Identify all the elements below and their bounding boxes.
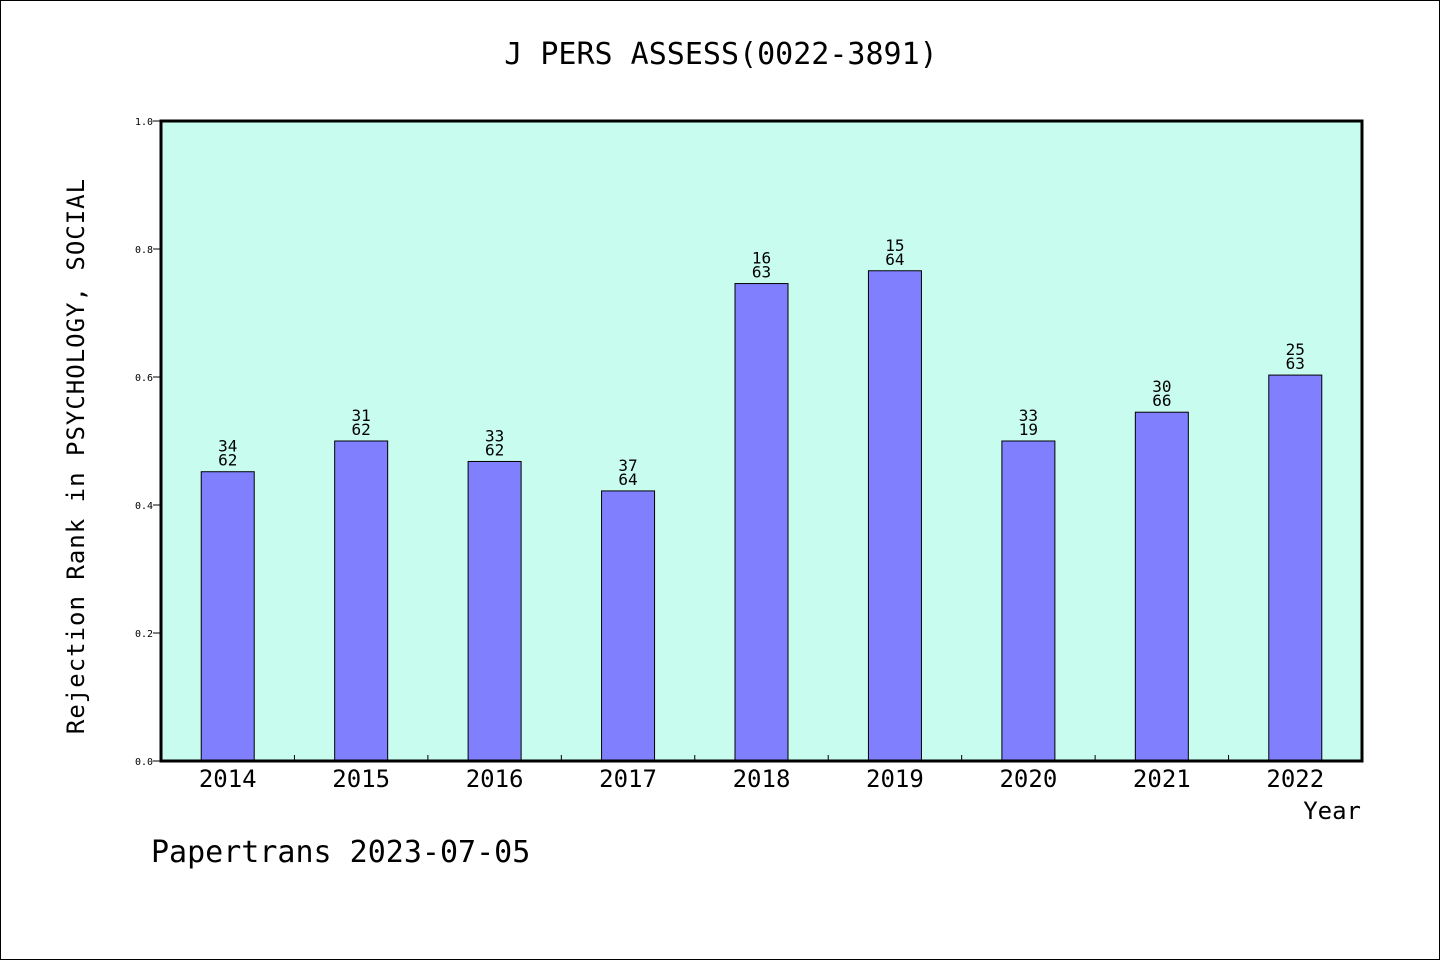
plot-frame	[159, 119, 1364, 763]
footer-credit: Papertrans 2023-07-05	[151, 835, 531, 870]
bar-label-bottom: 64	[885, 250, 904, 269]
x-tick-label: 2021	[1133, 765, 1191, 793]
bar-label-bottom: 62	[485, 440, 504, 459]
bar-label-top: 16	[752, 249, 771, 268]
bar-label-bottom: 63	[752, 263, 771, 282]
x-tick-label: 2018	[733, 765, 791, 793]
bar-label-bottom: 62	[218, 451, 237, 470]
bar-label-top: 31	[352, 406, 371, 425]
y-tick-label: 0.0	[135, 757, 153, 768]
bar	[867, 270, 922, 762]
x-tick-label: 2016	[466, 765, 524, 793]
bar-label-bottom: 19	[1019, 420, 1038, 439]
bar-label-bottom: 63	[1286, 354, 1305, 373]
chart-title: J PERS ASSESS(0022-3891)	[504, 37, 938, 72]
bar	[601, 490, 656, 762]
bar	[734, 283, 789, 762]
y-tick-label: 0.2	[135, 629, 153, 640]
x-axis-label: Year	[1303, 797, 1361, 825]
y-tick-label: 0.6	[135, 373, 153, 384]
y-tick-label: 1.0	[135, 117, 153, 128]
bar-label-bottom: 66	[1152, 391, 1171, 410]
bar-label-bottom: 62	[352, 420, 371, 439]
bar	[467, 460, 522, 762]
bar-label-top: 33	[485, 426, 504, 445]
bar-label-top: 30	[1152, 377, 1171, 396]
bar-label-top: 37	[618, 456, 637, 475]
bar	[1268, 374, 1323, 762]
bar-label-top: 34	[218, 437, 237, 456]
x-tick-label: 2017	[599, 765, 657, 793]
x-tick-label: 2014	[199, 765, 257, 793]
bar	[1134, 411, 1189, 762]
y-tick-label: 0.4	[135, 501, 153, 512]
x-tick-label: 2015	[332, 765, 390, 793]
bar-label-top: 25	[1286, 340, 1305, 359]
bar-label-top: 33	[1019, 406, 1038, 425]
x-tick-label: 2020	[999, 765, 1057, 793]
y-tick-label: 0.8	[135, 245, 153, 256]
bar-label-bottom: 64	[618, 470, 637, 489]
bar-label-top: 15	[885, 236, 904, 255]
bar	[1001, 440, 1056, 762]
x-tick-label: 2022	[1266, 765, 1324, 793]
bar	[334, 440, 389, 762]
x-tick-label: 2019	[866, 765, 924, 793]
bar	[200, 471, 255, 762]
